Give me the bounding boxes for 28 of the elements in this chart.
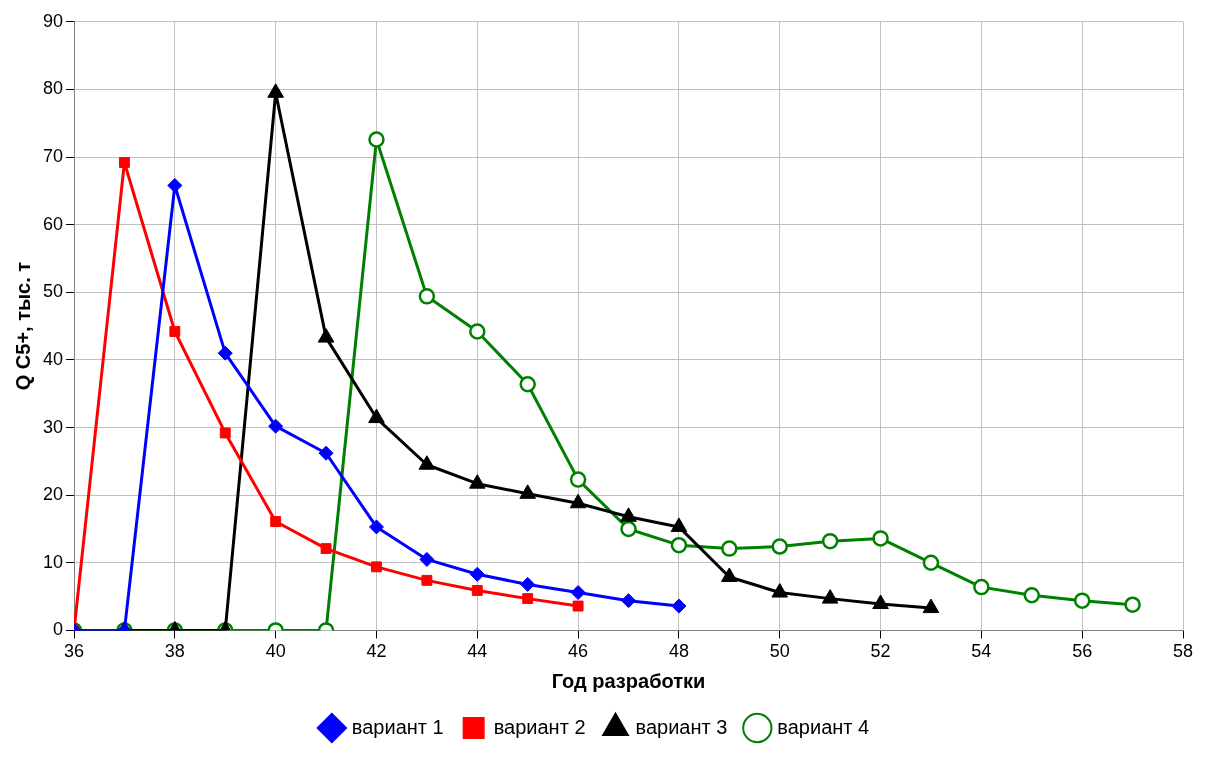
y-tick-label: 50 [42,281,64,302]
y-tick-label: 30 [42,416,64,437]
x-tick-label: 56 [1072,641,1093,662]
y-tick-label: 10 [42,551,64,572]
x-tick-label: 48 [668,641,689,662]
y-tick-label: 90 [42,10,64,31]
y-tick-label: 20 [42,484,64,505]
x-tick-label: 58 [1172,641,1194,662]
y-tick-label: 60 [42,213,64,234]
legend-label: вариант 2 [493,715,586,738]
y-tick-label: 70 [42,146,64,167]
y-tick-label: 40 [42,348,64,369]
x-tick-label: 44 [467,641,488,662]
y-axis-title: Q C5+, тыс. т [11,261,34,391]
x-axis-title: Год разработки [551,669,706,692]
x-tick-label: 42 [366,641,387,662]
y-tick-label: 80 [42,78,64,99]
x-tick-label: 54 [971,641,992,662]
legend-label: вариант 1 [351,715,444,738]
legend-label: вариант 3 [635,715,728,738]
x-tick-label: 38 [164,641,185,662]
x-tick-label: 40 [265,641,286,662]
y-tick-label: 0 [53,619,64,640]
x-tick-label: 52 [870,641,891,662]
x-tick-label: 50 [769,641,790,662]
x-tick-label: 36 [64,641,85,662]
legend-label: вариант 4 [777,715,870,738]
x-tick-label: 46 [568,641,589,662]
